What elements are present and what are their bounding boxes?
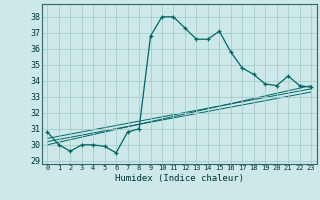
X-axis label: Humidex (Indice chaleur): Humidex (Indice chaleur) (115, 174, 244, 183)
